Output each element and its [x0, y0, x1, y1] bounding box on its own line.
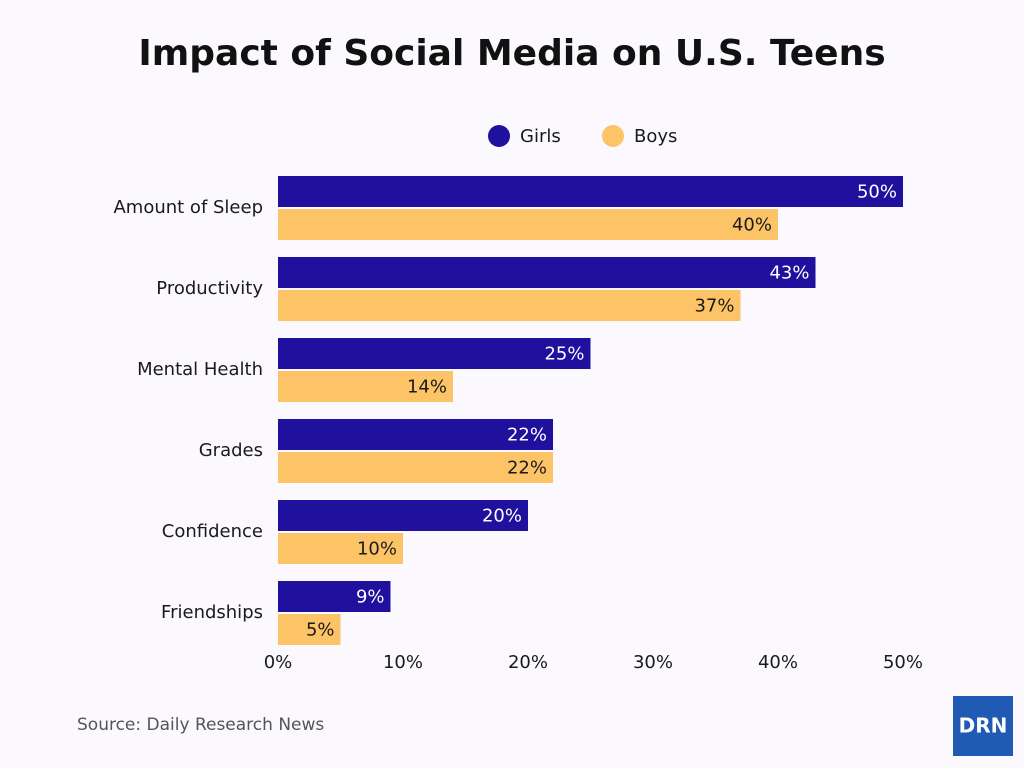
x-tick-label: 40%: [758, 652, 798, 673]
bar: [278, 176, 903, 207]
bar: [278, 500, 528, 531]
bar: [278, 257, 816, 288]
value-label: 14%: [407, 377, 447, 398]
value-label: 9%: [356, 587, 385, 608]
legend-swatch: [602, 125, 624, 147]
bar: [278, 290, 741, 321]
logo: DRN: [959, 714, 1008, 738]
legend-label: Girls: [520, 126, 561, 147]
legend-swatch: [488, 125, 510, 147]
y-tick-label: Amount of Sleep: [113, 197, 263, 218]
value-label: 40%: [732, 215, 772, 236]
source: Source: Daily Research News: [77, 715, 324, 735]
x-tick-label: 50%: [883, 652, 923, 673]
y-tick-label: Grades: [199, 440, 263, 461]
logo-box: [953, 696, 1013, 756]
value-label: 20%: [482, 506, 522, 527]
bar: [278, 452, 553, 483]
value-label: 22%: [507, 425, 547, 446]
value-label: 50%: [857, 182, 897, 203]
y-tick-label: Productivity: [156, 278, 263, 299]
y-tick-label: Mental Health: [137, 359, 263, 380]
y-tick-label: Friendships: [161, 602, 263, 623]
x-tick-label: 30%: [633, 652, 673, 673]
bar: [278, 338, 591, 369]
bar: [278, 209, 778, 240]
x-tick-label: 0%: [264, 652, 293, 673]
value-label: 5%: [306, 620, 335, 641]
bar: [278, 419, 553, 450]
legend-label: Boys: [634, 126, 677, 147]
value-label: 37%: [694, 296, 734, 317]
value-label: 22%: [507, 458, 547, 479]
value-label: 25%: [544, 344, 584, 365]
value-label: 43%: [769, 263, 809, 284]
bar: [278, 533, 403, 564]
chart-title: Impact of Social Media on U.S. Teens: [138, 33, 885, 74]
bar: [278, 371, 453, 402]
y-tick-label: Confidence: [162, 521, 263, 542]
x-tick-label: 10%: [383, 652, 423, 673]
bar: [278, 614, 341, 645]
bar: [278, 581, 391, 612]
value-label: 10%: [357, 539, 397, 560]
x-tick-label: 20%: [508, 652, 548, 673]
